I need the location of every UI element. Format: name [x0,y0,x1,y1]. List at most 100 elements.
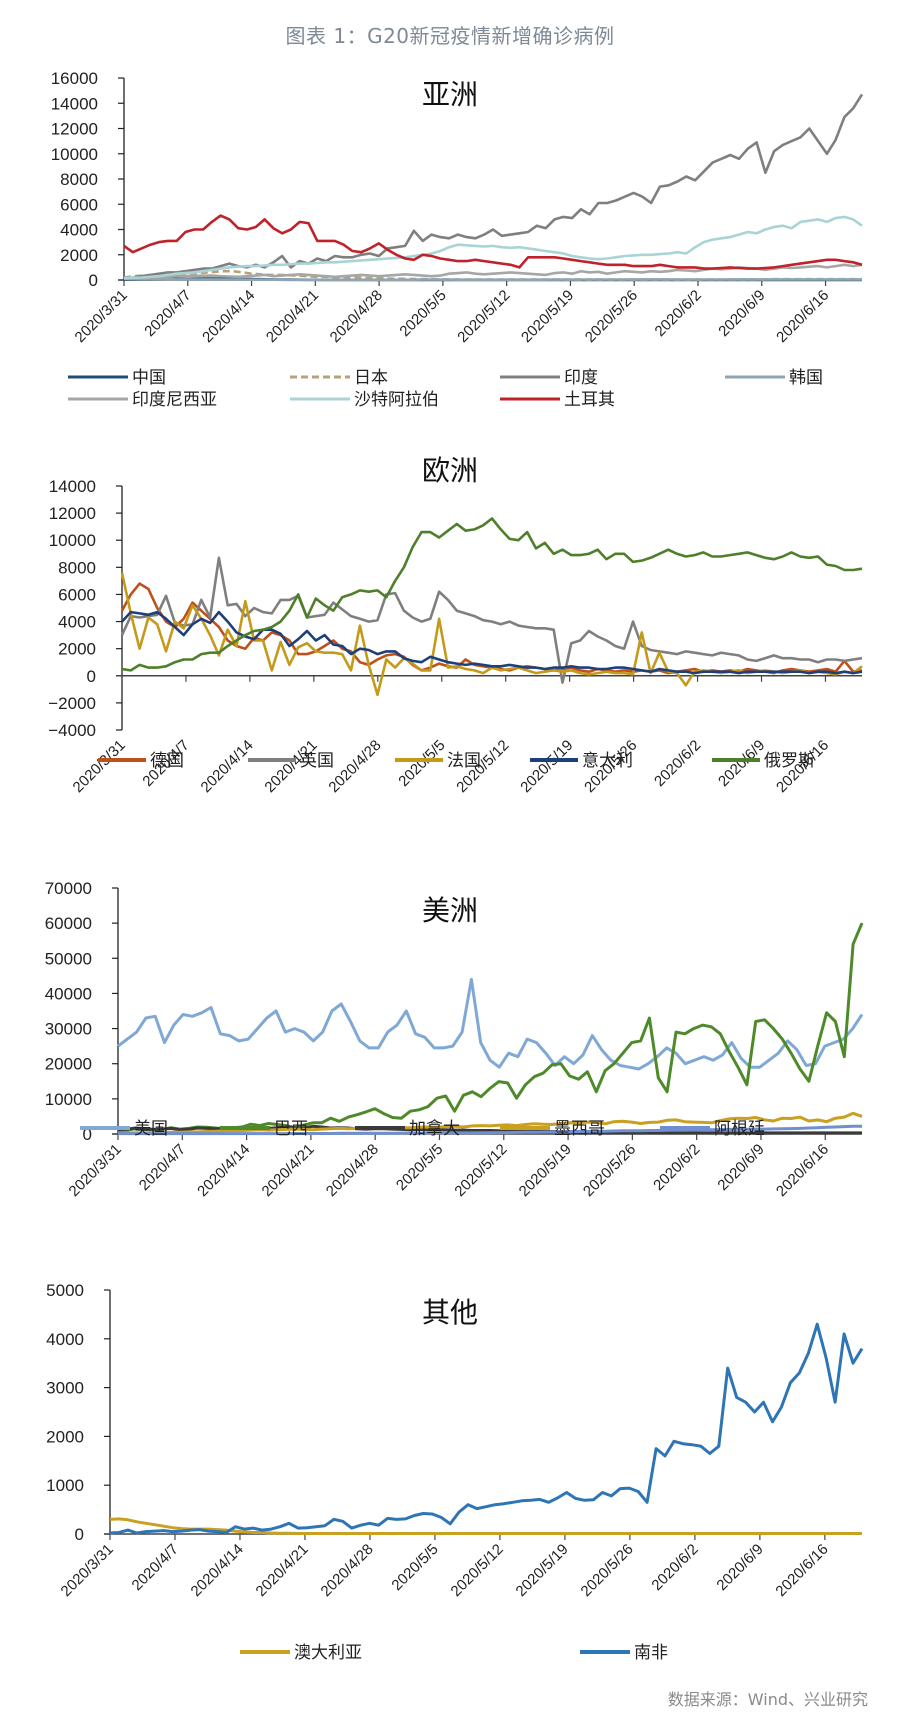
y-tick-label: 4000 [58,613,96,632]
figure-title: 图表 1：G20新冠疫情新增确诊病例 [285,24,615,48]
y-tick-label: 50000 [45,949,92,968]
x-tick-label: 2020/4/7 [129,1541,182,1594]
legend-label: 日本 [354,368,388,388]
x-tick-label: 2020/5/5 [395,737,448,790]
legend-label: 印度 [564,368,598,388]
x-tick-label: 2020/4/28 [323,1141,382,1200]
y-tick-label: 8000 [60,170,98,189]
legend-item: 英国 [248,751,334,771]
legend-item: 德国 [98,751,184,771]
y-tick-label: 0 [83,1125,92,1144]
x-tick-label: 2020/6/2 [650,1141,703,1194]
x-tick-label: 2020/5/19 [518,287,577,346]
chart-panel-europe: 欧洲 −4000 −2000 0 2000 4000 6000 8000 10000 12000 1… [0,454,900,858]
y-tick-label: 6000 [58,585,96,604]
x-tick-label: 2020/5/19 [517,737,576,796]
x-tick-label: 2020/5/12 [451,1141,510,1200]
legend-item: 土耳其 [500,390,615,410]
legend-label: 墨西哥 [554,1119,605,1139]
series-line-3 [123,93,864,280]
legend-item: 意大利 [530,751,633,771]
legend-item: 澳大利亚 [240,1643,362,1663]
y-tick-label: 3000 [46,1379,84,1398]
x-tick-label: 2020/5/19 [516,1141,575,1200]
y-tick-label: 0 [87,667,96,686]
chart-panel-other: 其他 0 1000 2000 3000 4000 5000 2020/3/31 2020/4/7… [0,1260,900,1680]
chart-europe: 欧洲 −4000 −2000 0 2000 4000 6000 8000 10000 12000 1… [48,454,863,796]
series-line-7 [123,214,863,270]
x-tick-label: 2020/3/31 [70,737,129,796]
x-tick-label: 2020/5/26 [578,1541,637,1600]
y-tick-label: 0 [89,271,98,290]
x-tick-label: 2020/4/28 [318,1541,377,1600]
legend-item: 法国 [395,751,481,771]
y-tick-label: 4000 [60,221,98,240]
y-tick-label: 2000 [46,1427,84,1446]
x-tick-label: 2020/6/9 [715,737,768,790]
x-tick-label: 2020/4/21 [259,1141,318,1200]
y-tick-label: 6000 [60,195,98,214]
x-tick-label: 2020/4/14 [194,1141,253,1200]
legend-label: 美国 [134,1119,168,1139]
legend-item: 巴西 [220,1119,308,1139]
x-tick-label: 2020/4/21 [263,287,322,346]
x-tick-label: 2020/6/16 [773,1141,832,1200]
x-tick-label: 2020/6/9 [715,287,768,340]
series-line-5 [118,1124,862,1136]
chart-asia: 亚洲 0 2000 4000 6000 8000 10000 12000 14000 16000 2… [51,69,864,410]
legend-label: 印度尼西亚 [132,390,217,410]
x-tick-label: 2020/4/14 [198,737,257,796]
legend-item: 墨西哥 [500,1119,605,1139]
legend-label: 土耳其 [564,390,615,410]
legend-item: 阿根廷 [660,1119,765,1139]
legend-item: 日本 [290,368,388,388]
legend-item: 中国 [68,368,166,388]
x-tick-label: 2020/6/16 [772,1541,831,1600]
series-line-4 [117,1111,863,1135]
legend-item: 俄罗斯 [712,751,815,771]
legend-item: 南非 [580,1643,668,1663]
x-tick-label: 2020/5/26 [580,1141,639,1200]
x-tick-label: 2020/6/2 [651,737,704,790]
y-tick-label: −4000 [48,721,96,740]
x-tick-label: 2020/3/31 [66,1141,125,1200]
y-tick-label: 5000 [46,1281,84,1300]
y-tick-label: 0 [75,1525,84,1544]
x-tick-label: 2020/6/9 [713,1541,766,1594]
series-line-1 [109,1517,862,1535]
x-tick-label: 2020/3/31 [72,287,131,346]
y-tick-label: 20000 [45,1055,92,1074]
y-tick-label: 2000 [60,246,98,265]
y-tick-label: 1000 [46,1476,84,1495]
legend-label: 加拿大 [409,1118,460,1139]
y-tick-label: 14000 [49,477,96,496]
series-line-5 [121,517,863,672]
chart-other: 其他 0 1000 2000 3000 4000 5000 2020/3/31 2020/4/7… [46,1281,864,1663]
legend-label: 巴西 [274,1119,308,1139]
y-tick-label: 30000 [45,1020,92,1039]
legend-label: 意大利 [582,751,633,771]
series-line-4 [124,277,862,282]
y-tick-label: 10000 [51,145,98,164]
y-tick-label: 10000 [49,531,96,550]
x-tick-label: 2020/5/5 [388,1541,441,1594]
chart-title: 其他 [422,1296,478,1329]
series-line-1 [117,977,864,1071]
y-tick-label: 16000 [51,69,98,88]
legend-item: 韩国 [725,368,823,388]
legend-label: 法国 [447,751,481,771]
x-tick-label: 2020/4/14 [199,287,258,346]
y-tick-label: 14000 [51,94,98,113]
y-tick-label: 4000 [46,1330,84,1349]
y-tick-label: 12000 [49,504,96,523]
chart-title: 欧洲 [422,454,478,487]
legend-label: 澳大利亚 [294,1643,362,1663]
legend-item: 印度 [500,368,598,388]
x-tick-label: 2020/4/21 [253,1541,312,1600]
x-tick-label: 2020/4/28 [325,737,384,796]
x-tick-label: 2020/5/12 [454,287,513,346]
legend-label: 韩国 [789,368,823,388]
legend-label: 德国 [150,751,184,771]
data-source-note: 数据来源：Wind、兴业研究 [667,1690,868,1709]
x-tick-label: 2020/4/14 [188,1541,247,1600]
